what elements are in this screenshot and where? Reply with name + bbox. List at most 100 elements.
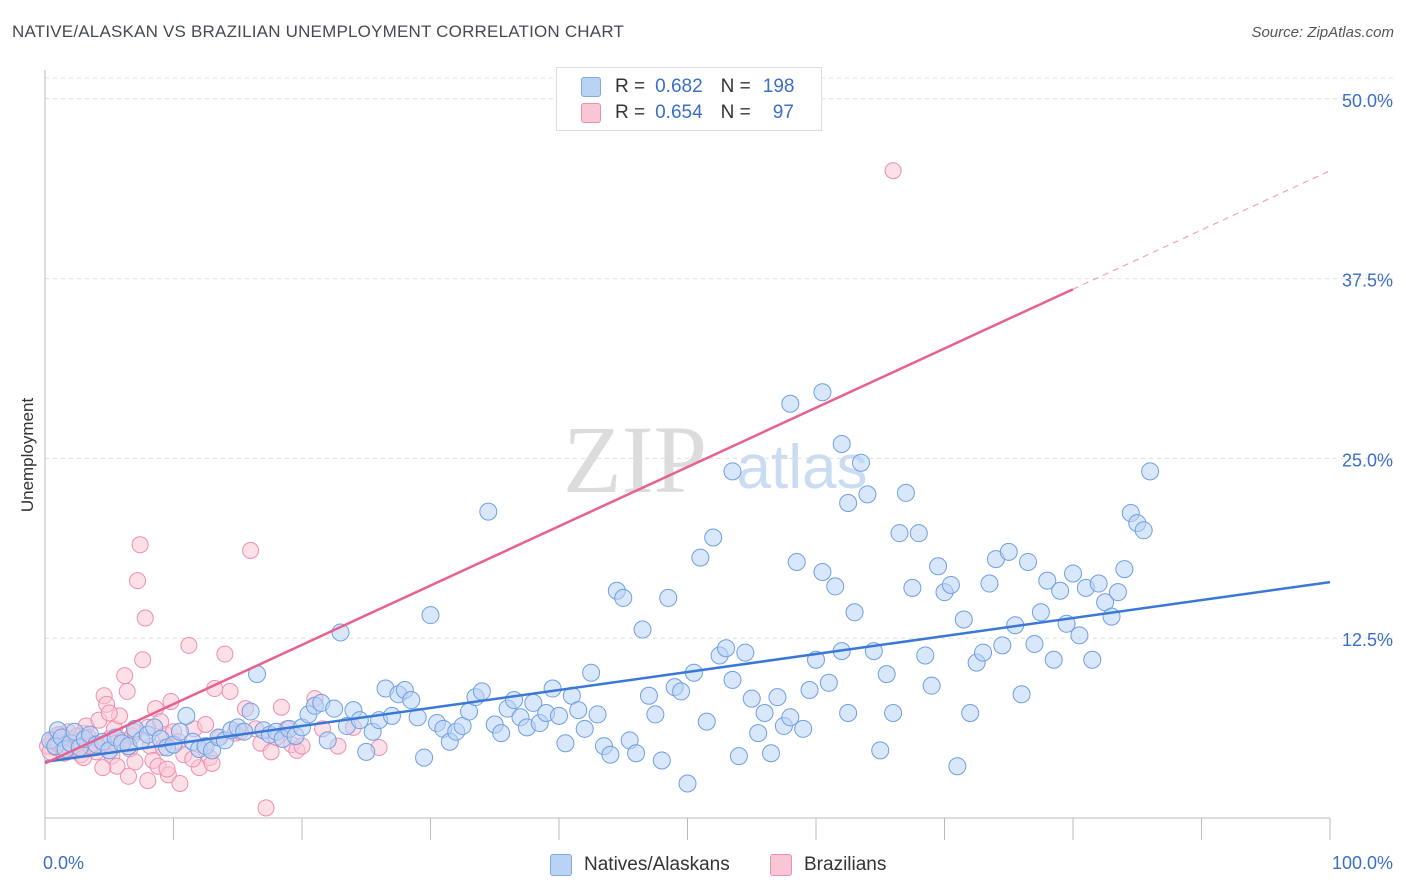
data-point-brazilians [120,767,138,785]
legend-n-value: 97 [772,102,794,123]
data-point-natives [961,703,980,722]
data-point-natives [717,639,736,658]
data-point-natives [813,563,832,582]
data-point-natives [318,731,337,750]
data-point-natives [1108,583,1127,602]
data-point-natives [550,706,568,725]
data-point-natives [1089,574,1108,593]
data-point-natives [723,462,742,481]
data-point-brazilians [197,716,215,733]
data-point-natives [909,524,928,543]
data-point-natives [948,757,967,776]
data-point-natives [415,748,434,767]
data-point-natives [479,502,498,521]
data-point-natives [402,691,421,710]
bottom-legend-label-natives: Natives/Alaskans [584,854,730,875]
legend-r-label: R = [615,76,646,97]
data-point-natives [1025,634,1044,653]
data-point-natives [325,699,344,718]
data-point-natives [1141,462,1160,481]
data-point-natives [1083,650,1102,669]
data-point-natives [582,663,601,682]
chart-source: Source: ZipAtlas.com [1251,24,1394,41]
data-point-brazilians [216,645,234,663]
data-point-natives [742,689,761,708]
bottom-legend-label-brazilians: Brazilians [804,854,887,875]
data-point-natives [614,588,633,607]
data-point-natives [639,686,658,705]
data-point-natives [736,643,755,662]
legend-r-label: R = [615,102,646,123]
data-point-natives [1064,564,1082,583]
data-point-natives [999,542,1018,561]
data-point-brazilians [100,704,118,722]
data-point-brazilians [884,162,902,180]
data-point-brazilians [126,753,144,771]
legend-n-value: 198 [762,76,795,97]
bottom-legend-natives: Natives/Alaskans [550,852,730,878]
x-tick-label: 0.0% [43,853,84,873]
legend-row-brazilians: R = 0.654 N = 97 [581,101,794,125]
data-point-natives [800,680,819,699]
trendline-brazilians [44,288,1074,765]
legend-swatch-pink [581,103,601,123]
data-point-natives [794,719,813,738]
data-point-natives [916,646,935,665]
data-point-natives [755,703,774,722]
y-tick-label: 37.5% [1342,271,1393,291]
data-point-natives [357,742,376,761]
data-point-natives [1134,521,1153,540]
data-point-natives [472,682,491,701]
data-point-natives [569,701,588,720]
data-point-natives [884,703,903,722]
data-point-natives [839,703,858,722]
data-point-brazilians [242,541,260,559]
data-point-natives [704,528,723,547]
y-tick-label: 25.0% [1342,450,1393,470]
data-point-natives [575,719,594,738]
data-point-natives [691,548,710,567]
data-point-brazilians [171,774,189,792]
watermark-zip: ZIP [563,406,707,513]
legend-swatch-blue [581,77,601,97]
data-point-natives [749,724,768,743]
bottom-legend-brazilians: Brazilians [770,852,886,878]
data-point-natives [896,483,915,502]
data-point-natives [556,734,575,753]
data-point-natives [382,706,401,725]
data-point-natives [954,610,973,629]
data-point-natives [974,643,993,662]
data-point-natives [871,741,890,760]
legend-n-label: N = [720,102,751,123]
data-point-brazilians [129,572,147,590]
data-point-natives [627,744,646,763]
data-point-natives [1051,581,1070,600]
data-point-natives [922,676,941,695]
x-tick-label: 100.0% [1332,853,1393,873]
data-point-natives [768,688,787,707]
bottom-legend-swatch-blue [550,854,572,876]
data-point-brazilians [131,536,149,554]
data-point-brazilians [136,609,154,627]
data-point-natives [832,435,851,453]
data-point-natives [601,745,620,764]
data-point-natives [858,485,877,504]
data-point-natives [813,383,832,402]
data-point-natives [851,453,870,472]
data-point-brazilians [139,772,157,790]
data-point-natives [492,724,511,743]
data-point-natives [659,588,678,607]
data-point-natives [877,665,896,684]
data-point-natives [505,691,524,710]
y-tick-label: 12.5% [1342,630,1393,650]
trendline-natives [44,580,1331,764]
legend-r-value: 0.654 [655,102,703,123]
data-point-natives [890,524,909,543]
data-point-natives [235,722,254,741]
data-point-natives [1031,603,1050,622]
data-point-natives [697,712,716,731]
data-point-brazilians [272,698,290,716]
data-point-natives [826,577,845,596]
correlation-legend: R = 0.682 N = 198 R = 0.654 N = 97 [556,67,822,131]
